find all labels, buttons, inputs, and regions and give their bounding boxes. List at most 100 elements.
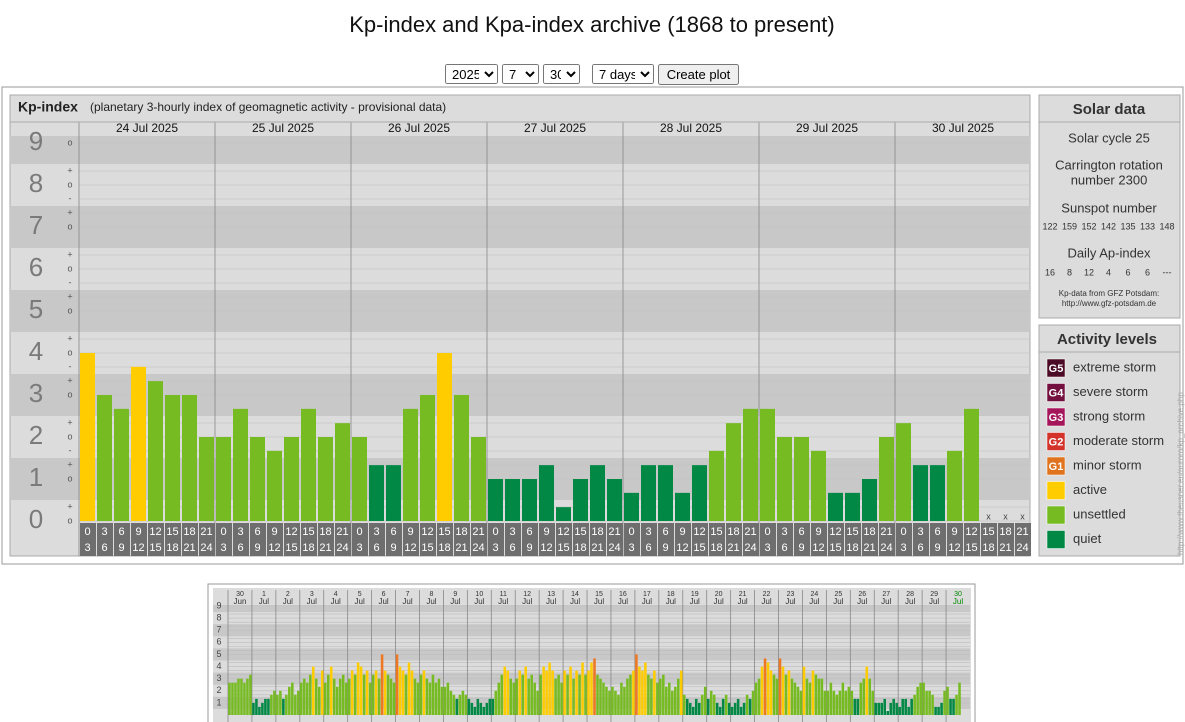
hour-label: 21 <box>863 542 875 554</box>
bar <box>919 682 922 715</box>
bar <box>898 706 901 715</box>
range-select[interactable]: 7 days <box>592 64 654 84</box>
bar <box>216 437 231 521</box>
bar <box>264 698 267 715</box>
y-tick-label: 1 <box>29 462 43 492</box>
legend-swatch <box>1046 432 1066 451</box>
bar <box>332 678 336 715</box>
day-label: 15 <box>595 591 603 598</box>
bar <box>356 662 360 715</box>
hour-label: 18 <box>727 526 739 538</box>
legend-badge: G2 <box>1049 436 1064 448</box>
bar <box>763 658 767 715</box>
grid-band <box>213 605 970 613</box>
bar <box>916 686 919 715</box>
y-minor-label: + <box>67 459 72 469</box>
ap-title: Daily Ap-index <box>1067 245 1151 260</box>
bar <box>377 678 381 715</box>
bar <box>593 658 596 715</box>
y-tick-label: 3 <box>29 378 43 408</box>
create-plot-button[interactable]: Create plot <box>658 64 739 85</box>
bar <box>955 694 958 715</box>
hour-label: 21 <box>336 526 348 538</box>
bar <box>614 690 617 715</box>
hour-label: 21 <box>200 526 212 538</box>
bar <box>892 698 895 715</box>
bar <box>437 678 441 715</box>
bar <box>712 694 716 715</box>
bar <box>410 670 414 715</box>
bar <box>817 678 821 715</box>
hour-label: 3 <box>237 526 243 538</box>
bar <box>362 674 366 715</box>
bar <box>267 698 270 715</box>
bar <box>314 678 318 715</box>
chart-subtitle: (planetary 3-hourly index of geomagnetic… <box>90 100 446 114</box>
bar <box>733 702 737 715</box>
bar <box>883 698 887 715</box>
y-minor-label: + <box>67 291 72 301</box>
legend-badge: G3 <box>1049 412 1064 424</box>
hour-label: 6 <box>645 542 651 554</box>
y-minor-label: o <box>67 473 72 483</box>
bar <box>644 662 647 715</box>
ap-value: 6 <box>1125 267 1130 277</box>
hour-label: 15 <box>846 526 858 538</box>
bar <box>964 408 979 521</box>
bar <box>347 678 351 715</box>
bar <box>374 670 378 715</box>
month-select[interactable]: 7 <box>502 64 539 84</box>
day-label: 24 <box>811 591 819 598</box>
bar <box>449 690 453 715</box>
hour-cell <box>267 523 283 556</box>
bar <box>114 408 129 521</box>
day-select[interactable]: 30 <box>543 64 580 84</box>
year-select[interactable]: 2025 <box>445 64 498 84</box>
hour-label: 12 <box>693 526 705 538</box>
bar <box>329 666 333 715</box>
day-label: 19 <box>691 591 699 598</box>
bar <box>880 702 884 715</box>
hour-label: 21 <box>591 542 603 554</box>
bar <box>796 686 800 715</box>
hour-label: 9 <box>118 542 124 554</box>
hour-cell <box>318 523 334 556</box>
bar <box>641 670 644 715</box>
hour-label: 12 <box>965 526 977 538</box>
day-label: Jul <box>905 597 915 606</box>
hour-cell <box>403 523 419 556</box>
hour-label: 15 <box>982 526 994 538</box>
sunspot-number: 133 <box>1140 221 1155 231</box>
bar <box>294 694 297 715</box>
day-label: Jul <box>809 597 819 606</box>
bar <box>581 662 584 715</box>
hour-label: 9 <box>526 542 532 554</box>
bar <box>311 666 315 715</box>
y-minor-label: - <box>69 193 72 203</box>
bar <box>539 465 554 521</box>
hour-label: 18 <box>591 526 603 538</box>
bar <box>551 670 554 715</box>
bar <box>228 682 231 715</box>
y-minor-label: - <box>69 445 72 455</box>
legend-swatch <box>1046 481 1066 500</box>
hour-label: 9 <box>951 526 957 538</box>
hour-cell <box>930 523 946 556</box>
hour-cell <box>777 523 793 556</box>
day-label: 26 <box>858 591 866 598</box>
day-label: Jul <box>714 597 724 606</box>
day-label: 4 <box>334 591 338 598</box>
bar <box>958 682 961 715</box>
bar <box>270 694 273 715</box>
y-minor-label: + <box>67 249 72 259</box>
day-label: Jul <box>881 597 891 606</box>
hour-cell <box>913 523 929 556</box>
hour-cell <box>148 523 164 556</box>
hour-cell <box>709 523 725 556</box>
bar <box>323 682 327 715</box>
hour-label: 21 <box>1016 526 1028 538</box>
y-tick-label: 9 <box>216 600 221 610</box>
bar <box>392 682 396 715</box>
hour-label: 18 <box>710 542 722 554</box>
